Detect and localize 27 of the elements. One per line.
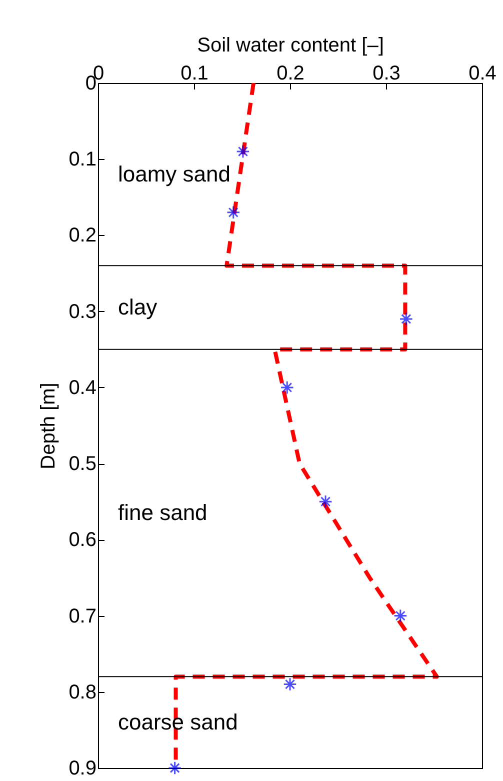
annotation: coarse sand bbox=[118, 709, 238, 734]
point bbox=[283, 677, 297, 692]
y-tick-label: 0.5 bbox=[68, 453, 96, 476]
x-axis-title: Soil water content [–] bbox=[197, 34, 384, 56]
x-tick-label: 0.2 bbox=[276, 62, 304, 84]
point bbox=[236, 144, 250, 158]
y-axis-title: Depth [m] bbox=[38, 382, 60, 470]
y-tick-label: 0.7 bbox=[68, 605, 96, 628]
point bbox=[399, 312, 414, 326]
annotation: loamy sand bbox=[118, 161, 231, 186]
point bbox=[394, 608, 408, 623]
annotation: clay bbox=[118, 294, 158, 320]
x-tick-label: 0.3 bbox=[372, 62, 400, 84]
point bbox=[226, 206, 240, 220]
y-tick-label: 0.2 bbox=[68, 224, 96, 247]
point bbox=[318, 494, 332, 508]
y-tick-label: 0.3 bbox=[68, 300, 96, 323]
point bbox=[280, 380, 294, 394]
y-tick-label: 0.1 bbox=[68, 148, 96, 171]
y-tick-label: 0.9 bbox=[68, 758, 96, 780]
y-tick-label: 0.6 bbox=[68, 529, 96, 552]
x-tick-label: 0.4 bbox=[468, 62, 496, 84]
x-tick-label: 0.1 bbox=[180, 62, 208, 84]
y-tick-label: 0.4 bbox=[68, 376, 96, 399]
point bbox=[168, 761, 182, 775]
annotation: fine sand bbox=[118, 500, 208, 526]
y-tick-label: 0.8 bbox=[68, 681, 96, 704]
